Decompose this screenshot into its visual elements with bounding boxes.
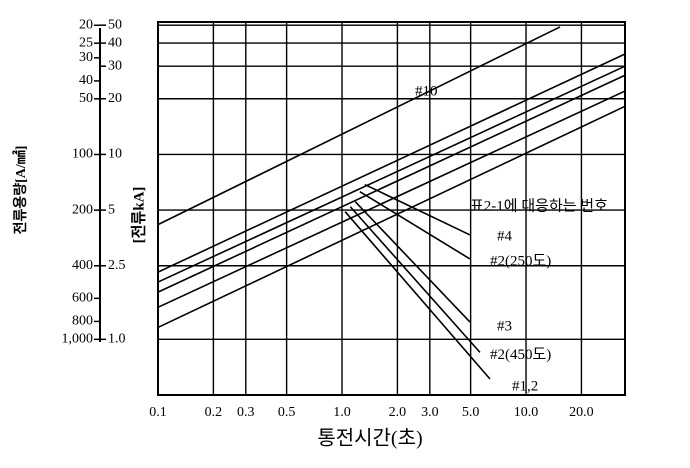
- series-label: #1,2: [512, 378, 538, 394]
- x-tick-label: 0.5: [278, 405, 296, 420]
- series-line: [157, 90, 626, 309]
- series-label: #3: [497, 318, 512, 334]
- series-line: [157, 65, 626, 283]
- x-tick-label: 10.0: [514, 405, 539, 420]
- y2-tick-label: 30: [79, 50, 93, 65]
- y-tick-label: 20: [108, 91, 122, 106]
- series-label: #10: [415, 83, 438, 99]
- series-line: [364, 183, 471, 236]
- y2-tick-label: 800: [72, 314, 93, 329]
- y2-tick-label: 200: [72, 202, 93, 217]
- y-tick-label: 50: [108, 17, 122, 32]
- series-line: [157, 105, 626, 329]
- x-tick-label: 20.0: [569, 405, 594, 420]
- series-line: [344, 211, 491, 380]
- y-tick-label: 5: [108, 202, 115, 217]
- y2-tick-label: 100: [72, 147, 93, 162]
- series-line: [157, 26, 561, 226]
- x-tick-label: 5.0: [462, 405, 480, 420]
- series-line: [157, 53, 626, 273]
- y-tick-label: 30: [108, 58, 122, 73]
- x-tick-label: 2.0: [389, 405, 407, 420]
- series-line: [157, 74, 626, 293]
- y-tick-label: 1.0: [108, 332, 126, 347]
- y2-tick-label: 50: [79, 91, 93, 106]
- x-tick-label: 0.1: [149, 405, 167, 420]
- x-tick-label: 3.0: [421, 405, 439, 420]
- series-line: [359, 190, 471, 260]
- y2-tick-label: 1,000: [62, 332, 94, 347]
- y-tick-label: 2.5: [108, 258, 126, 273]
- series-line: [354, 201, 471, 323]
- y2-tick-label: 25: [79, 35, 93, 50]
- y2-axis-title: 전류용량[A/㎟]: [12, 146, 29, 235]
- series-label: #2(450도): [490, 347, 551, 363]
- y-tick-label: 40: [108, 35, 122, 50]
- y-axis-title: [전류kA]: [130, 187, 147, 244]
- annotation: 표2-1에 대응하는 번호: [470, 197, 608, 214]
- series-label: #4: [497, 228, 513, 244]
- x-tick-label: 0.3: [237, 405, 255, 420]
- y2-tick-label: 400: [72, 258, 93, 273]
- y2-tick-label: 600: [72, 291, 93, 306]
- series-line: [349, 206, 481, 353]
- x-tick-label: 0.2: [205, 405, 223, 420]
- x-axis-title: 통전시간(초): [317, 427, 422, 450]
- series-label: #2(250도): [490, 253, 551, 269]
- y2-tick-label: 40: [79, 73, 93, 88]
- x-tick-label: 1.0: [333, 405, 351, 420]
- y2-tick-label: 20: [79, 17, 93, 32]
- y-tick-label: 10: [108, 147, 122, 162]
